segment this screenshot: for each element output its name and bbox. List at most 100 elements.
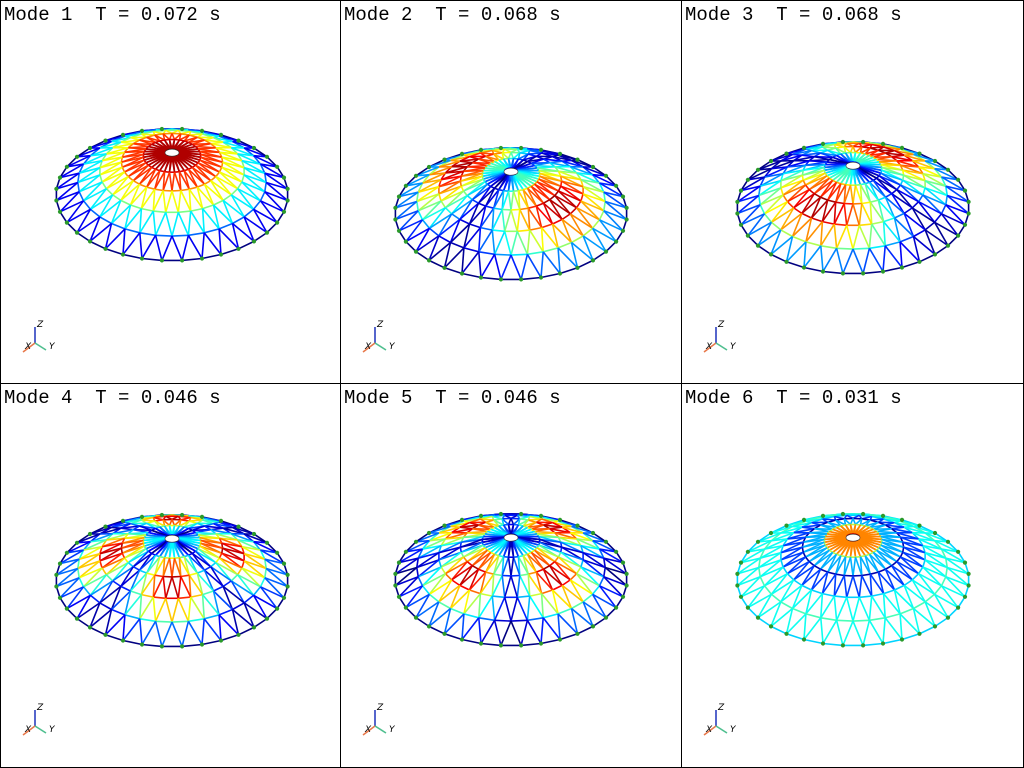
- truss-member: [191, 166, 212, 182]
- truss-member: [759, 179, 782, 187]
- truss-member: [99, 161, 122, 176]
- truss-member: [253, 147, 268, 158]
- truss-member: [501, 152, 510, 160]
- truss-member: [154, 574, 164, 578]
- truss-member: [106, 151, 125, 155]
- truss-member: [180, 133, 190, 136]
- truss-member: [903, 207, 913, 215]
- truss-member: [861, 573, 871, 577]
- truss-member: [146, 572, 155, 576]
- truss-member: [819, 553, 838, 570]
- truss-member: [188, 188, 204, 210]
- truss-member: [243, 167, 267, 184]
- truss-member: [231, 608, 255, 629]
- x-axis-label: X: [24, 342, 32, 352]
- dome-mode-1: [54, 126, 290, 263]
- truss-member: [592, 173, 617, 187]
- truss-member: [66, 586, 85, 610]
- truss-member: [77, 560, 101, 570]
- truss-member: [264, 191, 288, 202]
- support-node: [281, 175, 287, 180]
- truss-member: [517, 152, 521, 160]
- truss-member: [105, 557, 126, 576]
- dome-hub: [164, 148, 180, 157]
- dome-hub: [503, 533, 519, 542]
- truss-member: [493, 207, 503, 211]
- truss-member: [478, 617, 495, 622]
- truss-member: [405, 539, 430, 553]
- truss-member: [168, 172, 173, 192]
- truss-member: [428, 593, 440, 603]
- truss-member: [759, 559, 782, 578]
- truss-member: [236, 567, 243, 576]
- truss-member: [460, 178, 484, 187]
- truss-member: [264, 173, 267, 183]
- truss-member: [162, 133, 171, 141]
- truss-member: [82, 567, 103, 588]
- truss-member: [171, 172, 176, 192]
- support-node: [784, 151, 789, 156]
- truss-member: [780, 212, 803, 231]
- truss-member: [168, 558, 173, 578]
- truss-member: [801, 584, 812, 591]
- axes-triad-icon: ZX Y: [362, 703, 396, 736]
- truss-member: [946, 566, 970, 587]
- truss-member: [449, 219, 461, 243]
- truss-member: [83, 545, 103, 551]
- truss-member: [171, 212, 180, 237]
- truss-member: [395, 210, 419, 221]
- truss-member: [461, 617, 480, 640]
- truss-member: [893, 217, 901, 243]
- truss-member: [900, 536, 919, 540]
- truss-member: [526, 230, 531, 255]
- truss-member: [603, 191, 628, 209]
- support-node: [64, 606, 69, 611]
- truss-member: [463, 613, 480, 619]
- truss-member: [582, 185, 605, 193]
- truss-member: [780, 584, 803, 603]
- support-node: [768, 530, 774, 536]
- truss-member: [922, 194, 943, 215]
- truss-member: [740, 185, 761, 192]
- support-node: [426, 258, 432, 263]
- truss-member: [171, 190, 180, 213]
- support-node: [624, 571, 629, 576]
- support-node: [396, 560, 402, 565]
- truss-member: [444, 633, 463, 641]
- truss-member: [121, 542, 144, 549]
- axes-triad-icon: ZX Y: [22, 703, 56, 736]
- support-node: [738, 188, 744, 193]
- truss-member: [451, 199, 473, 215]
- truss-member: [884, 568, 905, 587]
- truss-member: [501, 518, 510, 526]
- truss-member: [444, 267, 463, 275]
- truss-member: [582, 601, 594, 627]
- truss-member: [571, 601, 584, 610]
- truss-member: [99, 166, 123, 176]
- truss-member: [123, 557, 129, 564]
- truss-member: [101, 171, 125, 183]
- truss-member: [416, 192, 419, 202]
- truss-member: [154, 188, 164, 192]
- truss-member: [592, 227, 617, 243]
- truss-member: [813, 179, 834, 195]
- truss-member: [891, 560, 898, 567]
- truss-member: [265, 567, 289, 588]
- truss-member: [416, 552, 440, 569]
- truss-member: [422, 178, 442, 184]
- truss-member: [940, 576, 947, 587]
- truss-member: [759, 544, 784, 559]
- truss-member: [501, 556, 510, 576]
- truss-member: [512, 152, 521, 160]
- truss-member: [821, 573, 837, 595]
- truss-member: [852, 247, 870, 250]
- truss-member: [222, 161, 245, 176]
- truss-member: [417, 566, 442, 578]
- support-node: [784, 631, 789, 636]
- truss-member: [443, 613, 465, 635]
- truss-member: [512, 175, 524, 191]
- truss-member: [852, 185, 857, 205]
- support-node: [768, 624, 774, 629]
- support-node: [519, 511, 524, 517]
- truss-member: [872, 551, 893, 567]
